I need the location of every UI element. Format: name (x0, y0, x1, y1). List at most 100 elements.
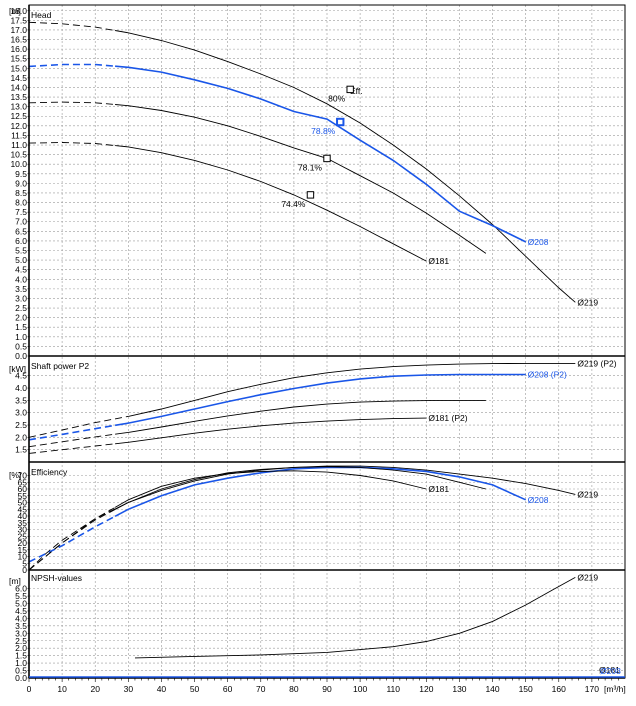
power-panel-title: Shaft power P2 (31, 361, 89, 371)
head-unit-label: [m] (9, 6, 21, 16)
x-tick-label: 110 (386, 684, 400, 694)
power-y-tick-label: 4.0 (15, 383, 27, 393)
head-y-tick-label: 15.5 (10, 54, 27, 64)
efficiency-curve-208 (114, 466, 527, 518)
eff-marker-label-2: 78.1% (298, 162, 323, 172)
efficiency-y-tick-label: 50 (18, 498, 28, 508)
head-y-tick-label: 16.0 (10, 44, 27, 54)
npsh-y-tick-label: 1.5 (15, 651, 27, 661)
head-curve-208 (115, 65, 527, 243)
power-curve-series-2 (115, 399, 486, 435)
head-y-tick-label: 0.5 (15, 341, 27, 351)
head-y-tick-label: 11.0 (11, 140, 27, 150)
efficiency-y-tick-label: 45 (18, 504, 28, 514)
x-tick-label: 100 (353, 684, 367, 694)
npsh-axis-label-d181: Ø181 (599, 665, 620, 675)
x-tick-label: 150 (519, 684, 533, 694)
eff-marker-label-1: 78.8% (311, 126, 336, 136)
x-tick-label: 70 (256, 684, 266, 694)
power-curve-208p2 (114, 373, 526, 427)
power-y-tick-label: 3.0 (15, 408, 27, 418)
head-y-tick-label: 17.0 (10, 25, 27, 35)
efficiency-y-tick-label: 10 (18, 552, 28, 562)
head-y-tick-label: 11.5 (11, 130, 27, 140)
npsh-y-tick-label: 5.5 (15, 591, 27, 601)
x-tick-label: 50 (190, 684, 200, 694)
head-y-tick-label: 1.0 (15, 332, 27, 342)
efficiency-curve-series-2-dashed (28, 509, 116, 571)
head-y-tick-label: 6.5 (15, 226, 27, 236)
x-tick-label: 120 (419, 684, 433, 694)
x-tick-label: 60 (223, 684, 233, 694)
efficiency-y-tick-label: 40 (18, 511, 28, 521)
head-y-tick-label: 14.0 (10, 82, 27, 92)
npsh-curve-219-label: Ø219 (577, 572, 598, 582)
head-curve-208-label: Ø208 (528, 237, 549, 247)
efficiency-y-tick-label: 60 (18, 484, 28, 494)
power-curve-219p2-dashed (28, 415, 129, 438)
npsh-unit-label: [m] (9, 576, 21, 586)
head-y-tick-label: 7.0 (15, 217, 27, 227)
x-tick-label: 10 (57, 684, 67, 694)
power-unit-label: [kW] (9, 364, 26, 374)
efficiency-curve-219-dashed (28, 508, 116, 571)
head-y-tick-label: 8.5 (15, 188, 27, 198)
head-y-tick-label: 13.5 (10, 92, 27, 102)
power-curve-181p2-dashed (28, 443, 116, 454)
head-curve-181-dashed (28, 142, 116, 147)
efficiency-curve-181 (114, 470, 427, 508)
head-y-tick-label: 17.5 (10, 15, 27, 25)
efficiency-y-tick-label: 35 (18, 518, 28, 528)
x-tick-label: 30 (124, 684, 134, 694)
head-y-tick-label: 5.0 (15, 255, 27, 265)
head-curve-181-label: Ø181 (428, 256, 449, 266)
x-tick-label: 40 (157, 684, 167, 694)
power-curve-208p2-dashed (28, 424, 116, 441)
eff-marker-2 (323, 154, 331, 163)
efficiency-y-tick-label: 55 (18, 491, 28, 501)
head-curve-219-label: Ø219 (577, 297, 598, 307)
x-axis-unit: [m³/h] (604, 684, 626, 694)
head-y-tick-label: 9.5 (15, 169, 27, 179)
efficiency-curve-208-label: Ø208 (528, 495, 549, 505)
x-tick-label: 130 (452, 684, 466, 694)
eff-marker-label-0: 80% (328, 93, 345, 103)
head-y-tick-label: 6.0 (15, 236, 27, 246)
head-y-tick-label: 18.0 (10, 6, 27, 16)
x-tick-label: 170 (585, 684, 599, 694)
power-curve-series-2-dashed (28, 433, 116, 448)
npsh-y-tick-label: 2.0 (15, 643, 27, 653)
efficiency-curve-181-label: Ø181 (428, 484, 449, 494)
efficiency-y-tick-label: 15 (18, 545, 28, 555)
head-curve-219-dashed (28, 21, 116, 31)
head-curve-181 (115, 145, 427, 262)
head-y-tick-label: 4.0 (15, 274, 27, 284)
power-y-tick-label: 3.5 (15, 395, 27, 405)
npsh-axis-label-d208: Ø208 (600, 666, 621, 676)
efficiency-y-tick-label: 0 (22, 565, 27, 575)
head-y-tick-label: 4.5 (15, 265, 27, 275)
head-y-tick-label: 8.0 (15, 198, 27, 208)
efficiency-curve-208-dashed (28, 515, 116, 563)
efficiency-y-tick-label: 25 (18, 531, 28, 541)
efficiency-y-tick-label: 5 (22, 558, 27, 568)
x-tick-label: 80 (289, 684, 299, 694)
efficiency-panel-title: Efficiency (31, 467, 68, 477)
head-y-tick-label: 5.5 (15, 246, 27, 256)
head-curve-series-2 (115, 104, 487, 254)
npsh-y-tick-label: 3.5 (15, 621, 27, 631)
head-y-tick-label: 7.5 (15, 207, 27, 217)
npsh-y-tick-label: 4.0 (15, 613, 27, 623)
power-curve-181p2 (115, 417, 427, 445)
head-y-tick-label: 2.5 (15, 303, 27, 313)
head-y-tick-label: 3.0 (15, 293, 27, 303)
power-curve-219p2 (128, 362, 576, 417)
x-tick-label: 20 (90, 684, 100, 694)
npsh-curve-219 (134, 577, 576, 659)
power-y-tick-label: 2.5 (15, 420, 27, 430)
efficiency-y-tick-label: 70 (18, 471, 28, 481)
npsh-y-tick-label: 0.5 (15, 666, 27, 676)
head-y-tick-label: 13.0 (10, 102, 27, 112)
head-y-tick-label: 14.5 (10, 73, 27, 83)
